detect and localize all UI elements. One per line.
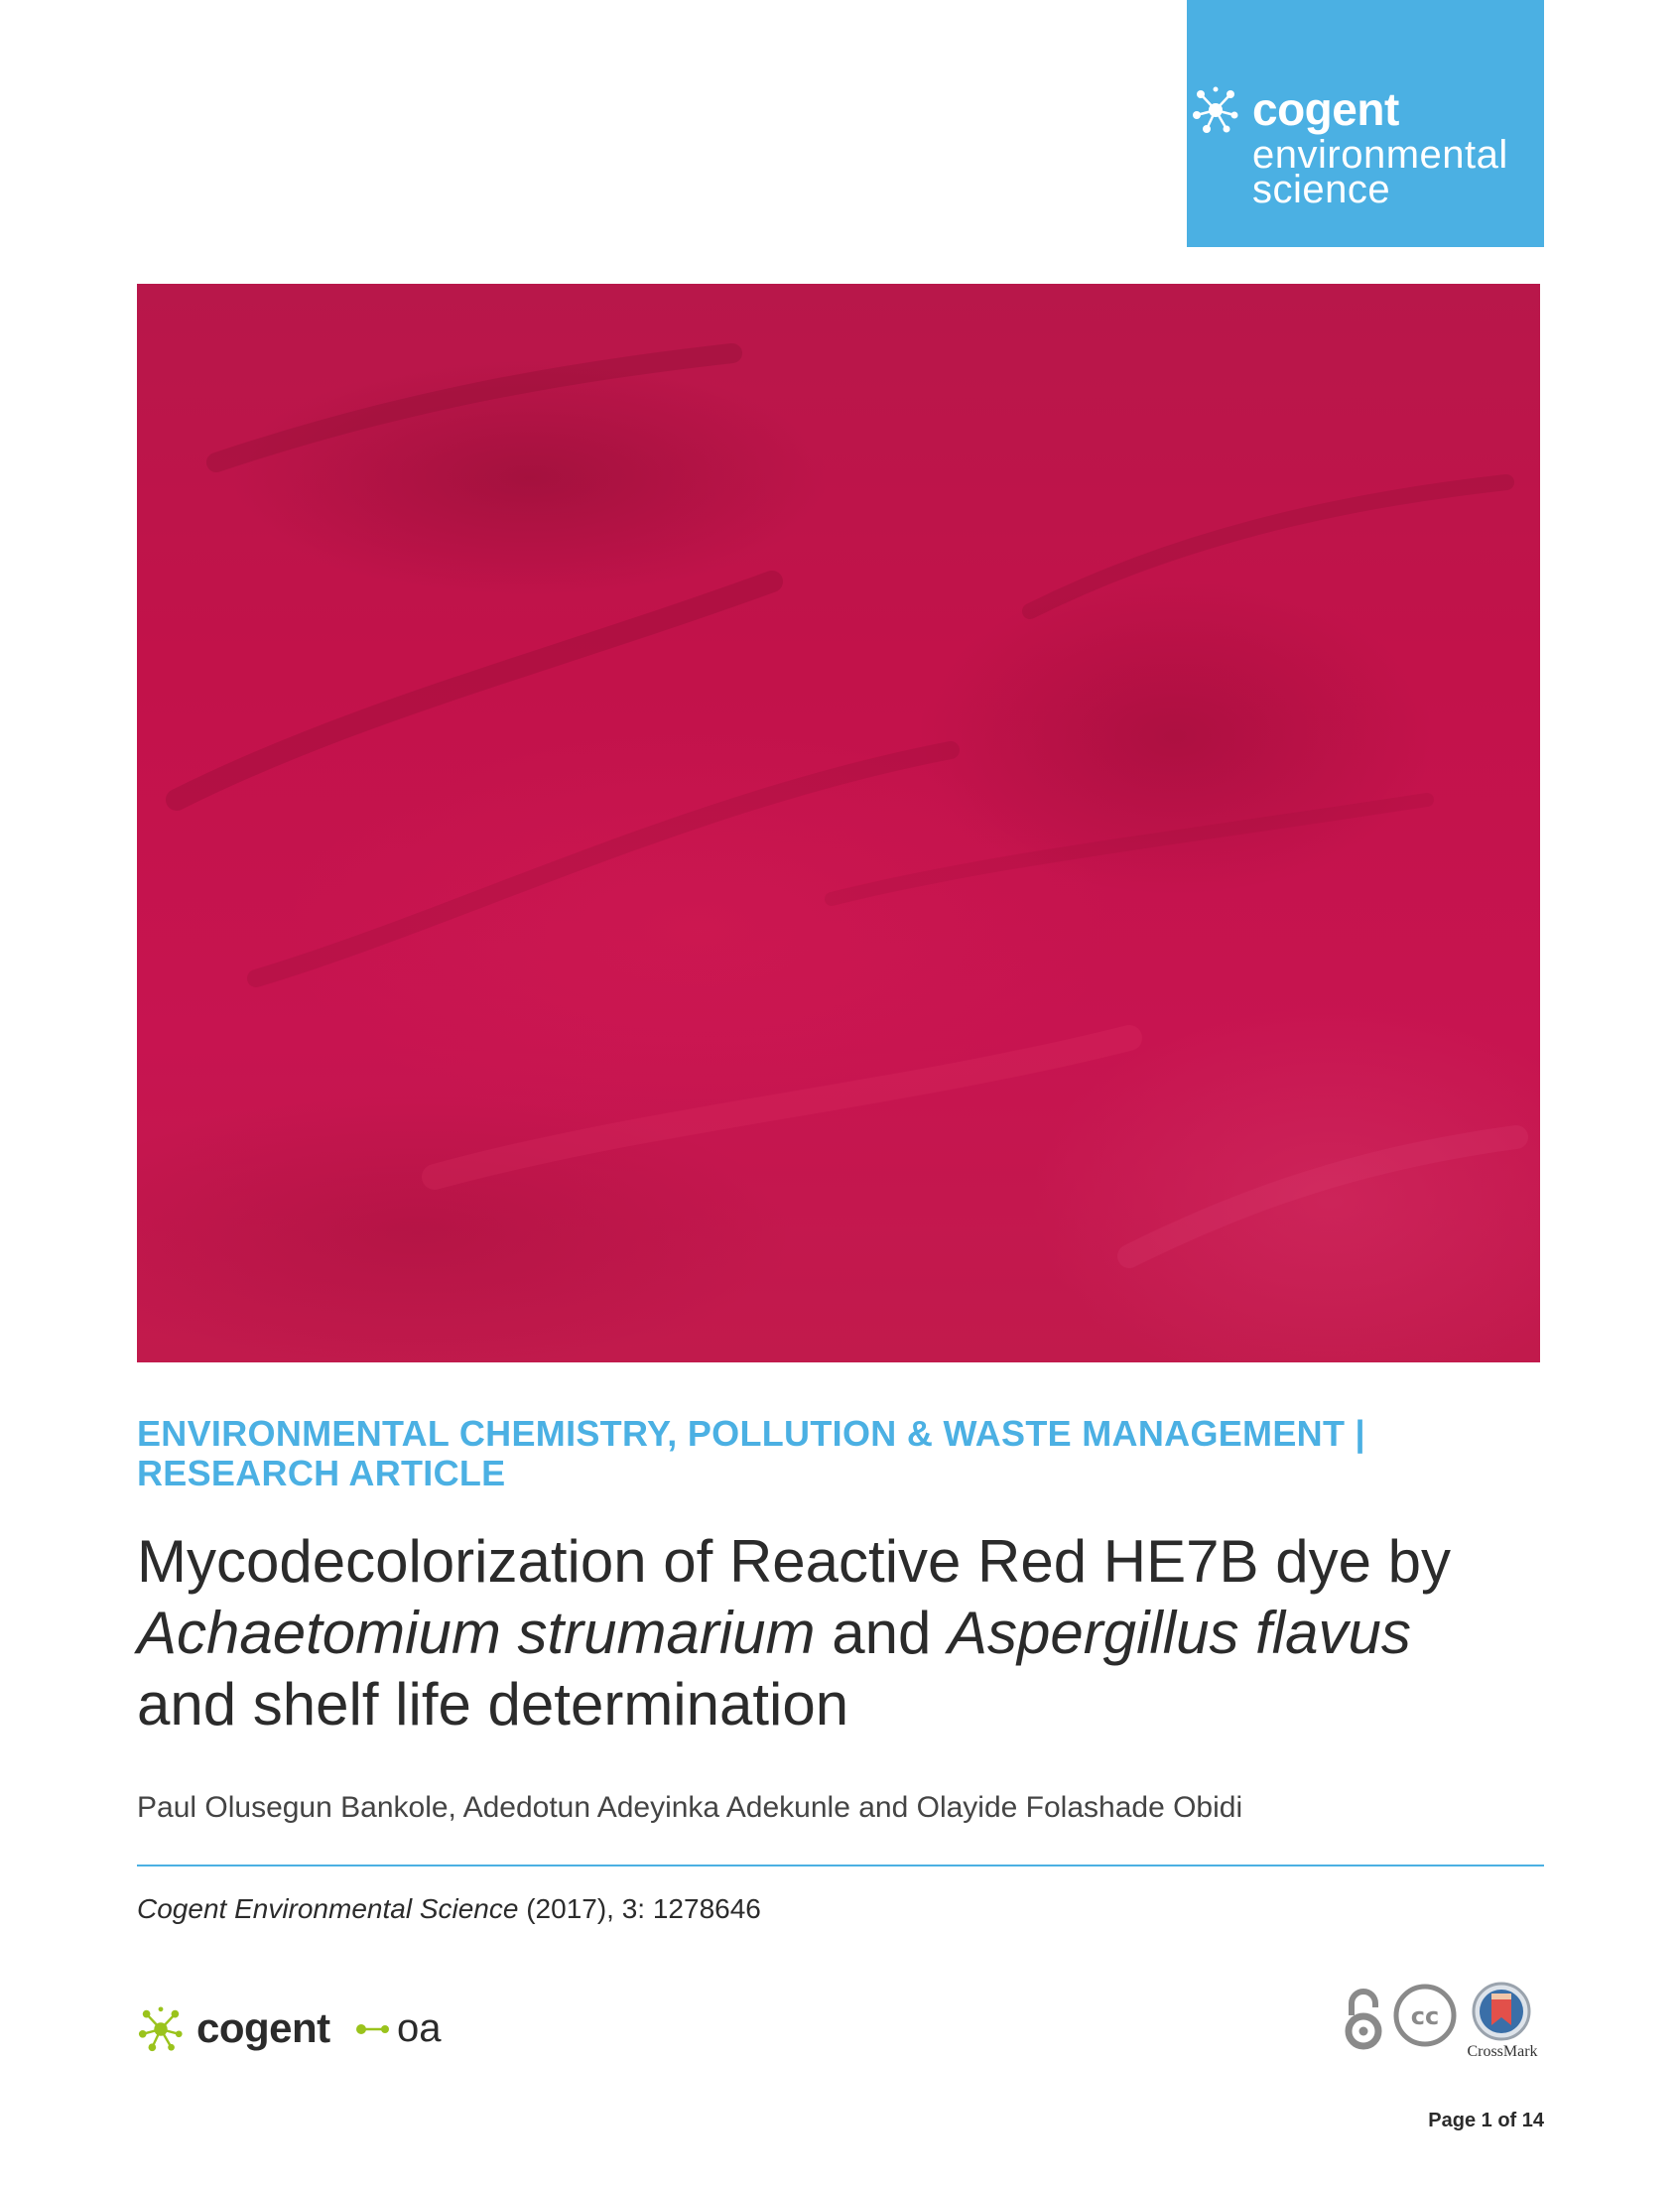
article-citation: Cogent Environmental Science (2017), 3: … (137, 1889, 1526, 1929)
title-line1: Mycodecolorization of Reactive Red HE7B … (137, 1528, 1451, 1595)
license-badges: cc CrossMark (1342, 1980, 1550, 2069)
cogent-oa-logo[interactable]: cogent oa (137, 1999, 454, 2059)
footer-logo-name: cogent (196, 2004, 330, 2051)
journal-subtitle-line1: environmental (1252, 133, 1508, 177)
journal-brand-box: cogent environmental science (1187, 0, 1544, 247)
journal-subtitle-line2: science (1252, 168, 1391, 211)
article-authors: Paul Olusegun Bankole, Adedotun Adeyinka… (137, 1791, 1243, 1824)
divider (137, 1865, 1544, 1866)
species-name-2: Aspergillus flavus (947, 1600, 1411, 1666)
open-access-icon[interactable] (1342, 1986, 1385, 2051)
cover-photo-texture (166, 343, 1528, 1268)
footer-logo-suffix: oa (397, 2006, 442, 2050)
title-line3: and shelf life determination (137, 1671, 849, 1738)
cogent-molecule-icon (1193, 86, 1238, 133)
crossmark-icon[interactable] (1467, 1980, 1536, 2043)
svg-text:cc: cc (1411, 2002, 1439, 2030)
article-category-line2: RESEARCH ARTICLE (137, 1453, 506, 1493)
title-and: and (815, 1600, 948, 1666)
cover-photo (137, 284, 1540, 1362)
crossmark-label: CrossMark (1467, 2043, 1538, 2060)
cogent-molecule-icon (138, 2006, 183, 2052)
species-name-1: Achaetomium strumarium (137, 1600, 816, 1666)
link-dots-icon (356, 2024, 389, 2034)
citation-journal: Cogent Environmental Science (137, 1893, 519, 1924)
creative-commons-icon[interactable]: cc (1393, 1984, 1457, 2047)
page-number: Page 1 of 14 (1428, 2110, 1544, 2131)
journal-brand-name: cogent (1252, 83, 1399, 135)
citation-details: (2017), 3: 1278646 (518, 1893, 761, 1924)
article-category-line1: ENVIRONMENTAL CHEMISTRY, POLLUTION & WAS… (137, 1413, 1365, 1454)
article-title: Mycodecolorization of Reactive Red HE7B … (137, 1526, 1556, 1740)
journal-logo: cogent (1187, 81, 1544, 141)
article-category: ENVIRONMENTAL CHEMISTRY, POLLUTION & WAS… (137, 1414, 1546, 1493)
title-line2: Achaetomium strumarium and Aspergillus f… (137, 1598, 1556, 1669)
